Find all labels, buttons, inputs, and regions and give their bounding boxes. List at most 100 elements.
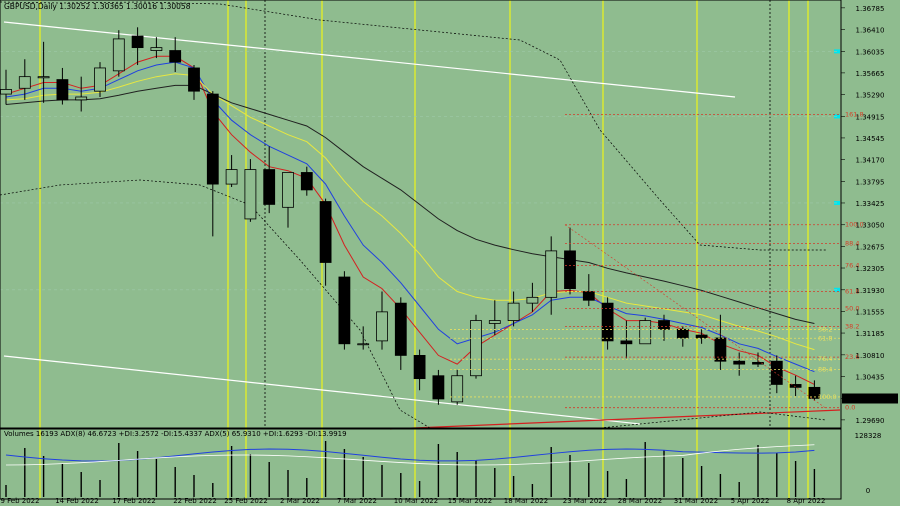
fib-level-label: 61.8 [845,288,859,296]
indicator-header-text: Volumes 16193 ADX(8) 46.6723 +DI:3.2572 … [4,430,347,438]
date-tick-label: 9 Feb 2022 [0,497,39,505]
di-line [5,444,815,466]
candle-body [676,328,689,339]
price-panel-frame [0,0,842,429]
candle-body [789,384,802,388]
candle-body [470,320,482,377]
moving-average-line [5,55,815,385]
candle-body [206,93,219,185]
price-tick-label: 1.29690 [856,417,885,425]
candle-body [808,386,821,399]
indicator-header: Volumes 16193 ADX(8) 46.6723 +DI:3.2572 … [4,430,347,438]
candle-body [150,47,163,51]
volume-axis-zero: 0 [866,487,870,495]
candle-body [338,276,351,345]
instrument-header: GBPUSD,Daily 1.30252 1.30365 1.30016 1.3… [4,2,190,11]
price-tick-label: 1.32305 [856,265,885,273]
candle-body [376,311,388,342]
date-tick-label: 7 Mar 2022 [337,497,377,505]
candle-body [357,343,370,346]
price-tick-label: 1.30810 [856,352,885,360]
fib-level-label: 38.2 [845,322,859,330]
candle-body [56,79,69,101]
volume-axis-max: 128328 [855,432,882,440]
date-tick-label: 5 Apr 2022 [731,497,770,505]
price-tick-label: 1.36785 [856,5,885,13]
candle-body [752,361,764,365]
candle-body [639,320,652,345]
price-tick-label: 1.30435 [856,374,885,382]
price-tick-label: 1.36410 [856,27,885,35]
candle-body [37,76,50,79]
date-tick-label: 25 Feb 2022 [224,497,268,505]
candle-body [0,89,12,95]
candle-body [225,169,238,185]
fib-level-label: 100.0 [818,393,837,401]
candle-body [582,291,595,301]
upper-band [0,1,826,251]
fib-level-label: 50.0 [845,304,859,312]
upper-channel-line [3,21,736,98]
price-tick-label: 1.34170 [856,157,885,165]
fib-level-label: 76.4 [818,355,832,363]
moving-average-line [5,61,815,373]
candle-body [507,302,520,321]
fib-level-label: 38.2 [818,326,832,334]
candle-body [282,172,294,208]
candle-body [188,67,200,92]
price-tick-label: 1.31185 [856,330,885,338]
moving-average-line [5,84,815,324]
candle-body [620,340,633,345]
candle-body [263,169,276,205]
fib-diagonal [564,224,826,408]
candle-body [319,201,332,263]
date-tick-label: 28 Mar 2022 [618,497,662,505]
date-tick-label: 31 Mar 2022 [674,497,718,505]
candle-body [131,35,144,49]
fib-level-label: 23.6 [845,353,859,361]
candle-body [545,250,558,298]
fib-level-label: 76.4 [845,261,859,269]
candle-body [488,320,501,324]
price-tick-label: 1.36035 [856,48,885,56]
fib-level-label: 88.4 [818,366,832,374]
current-price-marker [842,393,898,404]
indicator-panel-frame [0,428,842,500]
adx-line [5,448,815,462]
price-tick-label: 1.31555 [856,309,885,317]
fib-level-label: 100.0 [845,221,864,229]
price-tick-label: 1.34915 [856,113,885,121]
candle-body [169,50,182,63]
candle-body [94,67,106,92]
moving-average-line [5,73,815,351]
candle-body [112,38,125,72]
candle-body [526,296,539,304]
candle-body [244,169,257,220]
lower-band [0,179,827,429]
candle-body [300,172,313,191]
candle-body [658,320,670,330]
date-tick-label: 15 Mar 2022 [448,497,492,505]
date-tick-label: 17 Feb 2022 [112,497,156,505]
candle-body [601,302,614,342]
lower-channel-line [3,355,641,425]
price-tick-label: 1.34545 [856,135,885,143]
date-tick-label: 22 Feb 2022 [173,497,217,505]
date-tick-label: 23 Mar 2022 [563,497,607,505]
fib-level-label: 61.8 [818,334,832,342]
date-tick-label: 10 Mar 2022 [394,497,438,505]
candle-body [714,337,727,362]
fib-level-label: 88.4 [845,240,859,248]
price-tick-label: 1.35665 [856,70,885,78]
instrument-header-text: GBPUSD,Daily 1.30252 1.30365 1.30016 1.3… [4,2,191,11]
date-tick-label: 8 Apr 2022 [787,497,826,505]
date-tick-label: 2 Mar 2022 [280,497,320,505]
price-tick-label: 1.32675 [856,244,885,252]
date-tick-label: 18 Mar 2022 [504,497,548,505]
candle-body [75,96,88,101]
price-tick-label: 1.31930 [856,287,885,295]
candle-body [432,375,445,400]
candle-body [18,76,31,89]
